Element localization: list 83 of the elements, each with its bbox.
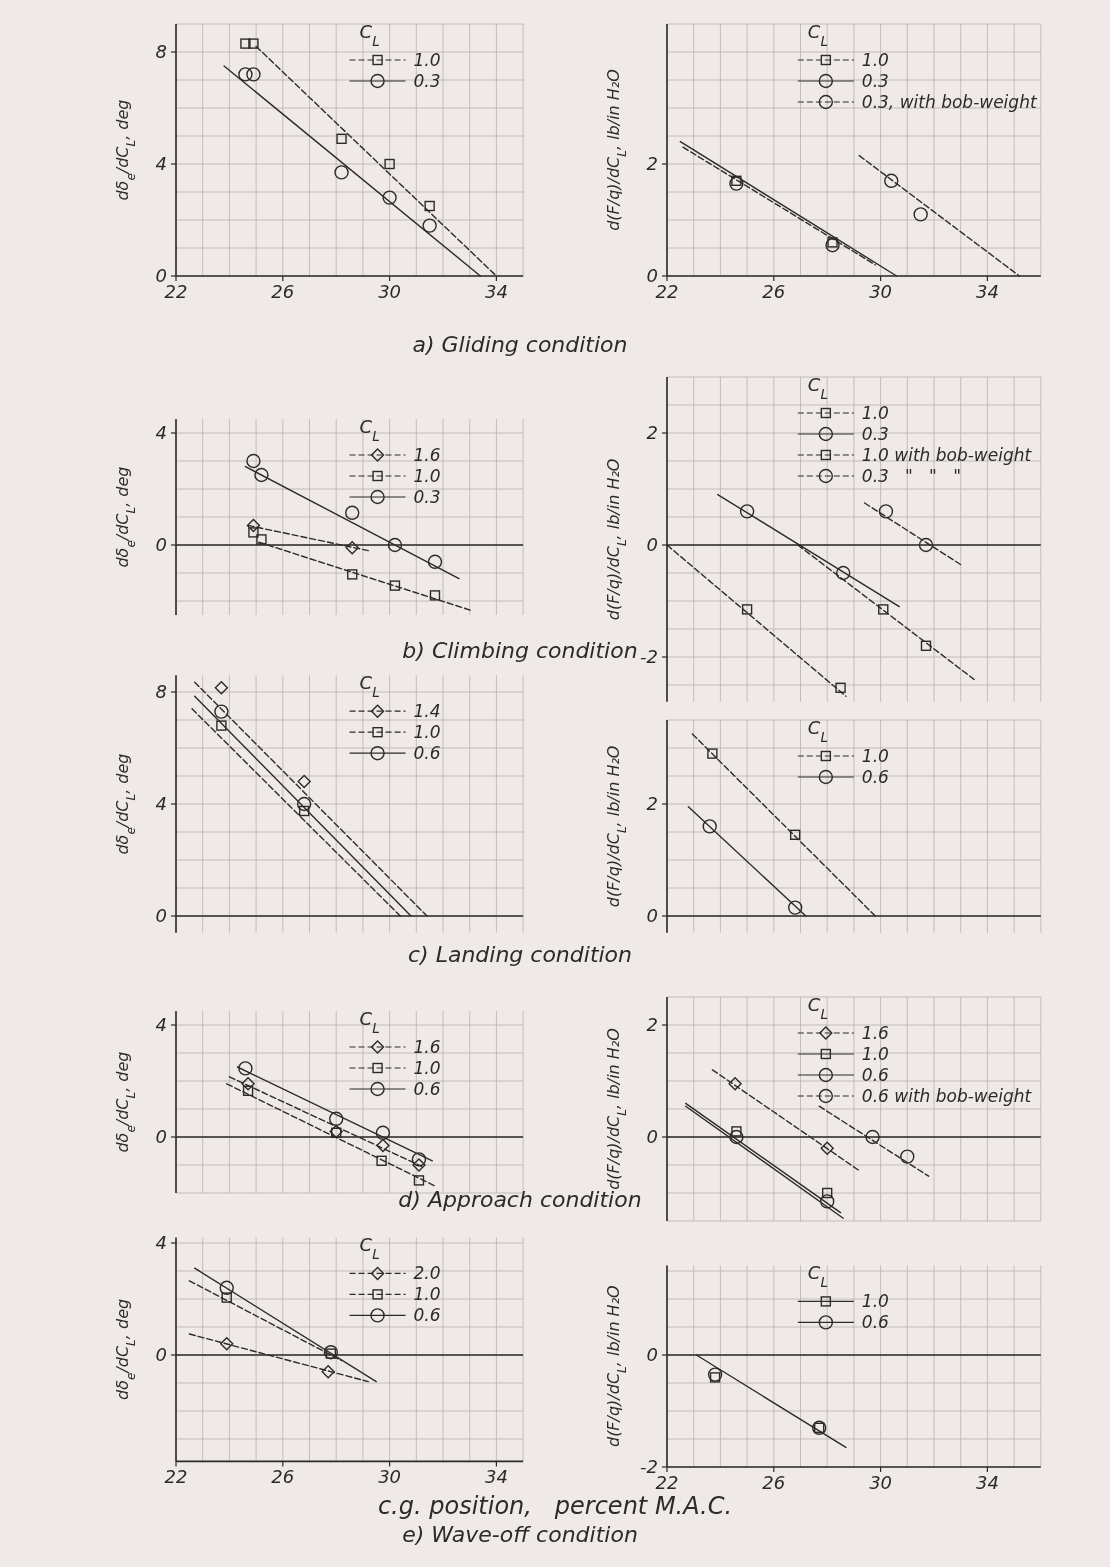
x-tick-label: 26 xyxy=(762,1472,786,1493)
text: a) Gliding condition xyxy=(412,332,628,357)
x-tick-label: 34 xyxy=(975,281,999,302)
legend-label: 0.6 xyxy=(861,1064,890,1085)
legend-title: C$_{L}$ xyxy=(807,21,828,49)
legend-label: 1.6 xyxy=(413,444,441,465)
legend-title: C$_{L}$ xyxy=(359,672,380,701)
y-tick-label: 2 xyxy=(646,793,658,815)
y-tick-label: 8 xyxy=(155,681,167,703)
y-tick-label: 0 xyxy=(646,534,658,556)
y-tick-label: 0 xyxy=(646,905,658,927)
x-tick-label: 22 xyxy=(655,1472,679,1493)
text: c) Landing condition xyxy=(407,942,633,967)
y-tick-label: 2 xyxy=(646,153,658,175)
y-tick-label: 0 xyxy=(155,534,167,556)
legend-label: 0.3 xyxy=(861,70,889,91)
y-tick-label: 0 xyxy=(155,1344,167,1366)
legend-label: 1.0 xyxy=(861,745,889,766)
x-tick-label: 26 xyxy=(271,1466,295,1488)
x-tick-label: 26 xyxy=(762,281,786,302)
x-tick-label: 30 xyxy=(378,281,402,302)
legend-title: C$_{L}$ xyxy=(807,1262,828,1291)
x-tick-label: 34 xyxy=(484,1466,508,1488)
legend-label: 1.0 xyxy=(413,49,441,70)
x-tick-label: 26 xyxy=(271,281,295,302)
y-tick-label: 0 xyxy=(646,265,658,287)
y-tick-label: 0 xyxy=(155,265,167,287)
y-tick-label: 2 xyxy=(646,422,658,444)
legend-label: 1.0 xyxy=(413,465,441,486)
y-tick-label: 4 xyxy=(155,1014,167,1036)
legend-label: 1.0 xyxy=(413,1284,441,1305)
y-tick-label: -2 xyxy=(640,1456,658,1478)
y-tick-label: 4 xyxy=(155,422,167,444)
legend-label: 1.0 xyxy=(413,1057,441,1078)
y-tick-label: 4 xyxy=(155,153,167,175)
y-tick-label: 0 xyxy=(646,1344,658,1366)
x-axis-title: c.g. position, percent M.A.C. xyxy=(377,1492,733,1520)
legend-label: 1.4 xyxy=(413,701,441,722)
text: b) Climbing condition xyxy=(402,638,638,663)
legend-label: 0.6 xyxy=(861,766,890,787)
legend-label: 0.3 xyxy=(861,423,889,444)
legend-label: 0.3 xyxy=(413,486,441,507)
legend-label: 0.3 " " " xyxy=(861,465,961,486)
x-tick-label: 30 xyxy=(869,281,893,302)
legend-title: C$_{L}$ xyxy=(359,21,380,49)
legend-label: 1.0 xyxy=(861,1291,889,1312)
y-tick-label: 4 xyxy=(155,1232,167,1254)
y-tick-label: 4 xyxy=(155,793,167,815)
legend-label: 0.3 xyxy=(413,70,441,91)
legend-label: 0.6 xyxy=(413,743,441,764)
x-tick-label: 30 xyxy=(378,1466,402,1488)
legend-label: 1.0 xyxy=(413,722,441,743)
legend-label: 1.6 xyxy=(861,1022,890,1043)
y-tick-label: 2 xyxy=(646,1014,658,1036)
legend-title: C$_{L}$ xyxy=(807,717,828,745)
legend-title: C$_{L}$ xyxy=(807,374,828,402)
legend-title: C$_{L}$ xyxy=(359,1234,380,1263)
legend-label: 0.6 xyxy=(861,1312,890,1333)
x-tick-label: 22 xyxy=(164,281,188,302)
x-tick-label: 22 xyxy=(164,1466,188,1488)
legend-title: C$_{L}$ xyxy=(359,1008,380,1036)
legend-label: 2.0 xyxy=(413,1263,441,1284)
x-tick-label: 34 xyxy=(484,281,508,302)
text: e) Wave-off condition xyxy=(402,1522,638,1547)
x-tick-label: 34 xyxy=(975,1472,999,1493)
legend-label: 0.6 xyxy=(413,1305,441,1326)
legend-label: 1.0 xyxy=(861,1043,889,1064)
legend-label: 1.0 xyxy=(861,49,889,70)
legend-title: C$_{L}$ xyxy=(359,416,380,444)
legend-label: 0.6 with bob-weight xyxy=(861,1085,1033,1106)
y-tick-label: 0 xyxy=(646,1126,658,1148)
y-tick-label: 0 xyxy=(155,905,167,927)
y-tick-label: -2 xyxy=(640,646,658,668)
x-tick-label: 30 xyxy=(869,1472,893,1493)
legend-label: 1.6 xyxy=(413,1036,441,1057)
legend-label: 1.0 xyxy=(861,402,889,423)
legend-label: 1.0 with bob-weight xyxy=(861,444,1033,465)
x-tick-label: 22 xyxy=(655,281,679,302)
legend-title: C$_{L}$ xyxy=(807,994,828,1022)
y-tick-label: 0 xyxy=(155,1126,167,1148)
legend-label: 0.6 xyxy=(413,1078,441,1099)
y-tick-label: 8 xyxy=(155,41,167,63)
legend-label: 0.3, with bob-weight xyxy=(861,91,1038,112)
